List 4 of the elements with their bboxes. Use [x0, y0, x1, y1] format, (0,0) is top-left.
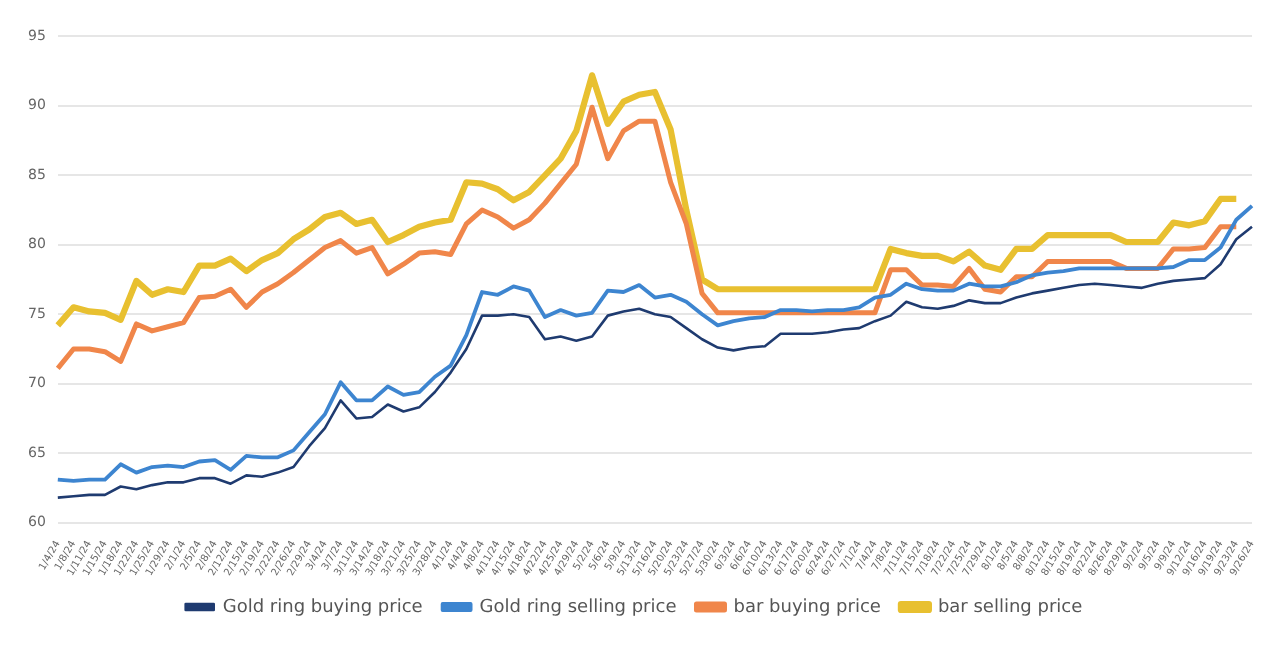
- legend-label: Gold ring buying price: [222, 597, 424, 618]
- legend-label: bar buying price: [733, 597, 882, 618]
- legend-label: bar selling price: [937, 597, 1084, 618]
- legend-label: Gold ring selling price: [479, 597, 678, 618]
